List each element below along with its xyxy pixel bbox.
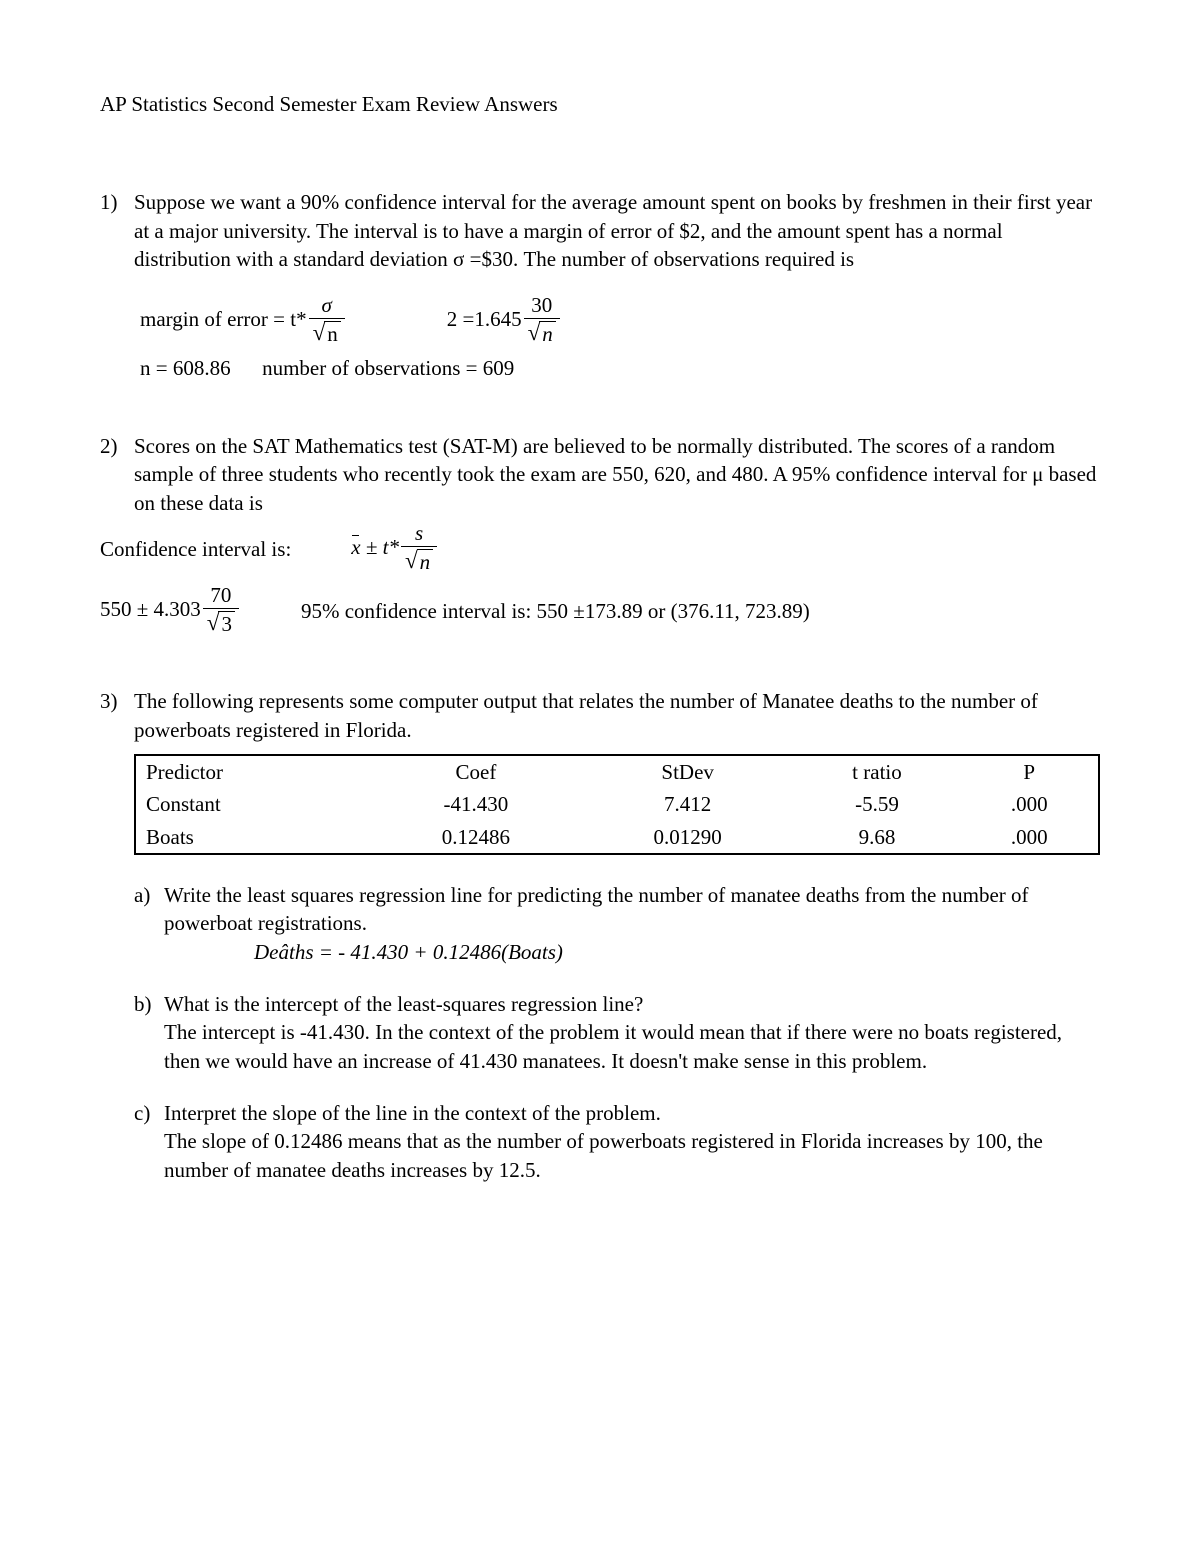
q2-calc: 550 ± 4.303 70 √3 [100, 585, 241, 637]
col-p: P [960, 755, 1099, 788]
col-coef: Coef [370, 755, 582, 788]
col-predictor: Predictor [135, 755, 370, 788]
table-row: Constant -41.430 7.412 -5.59 .000 [135, 788, 1099, 820]
q2-text: Scores on the SAT Mathematics test (SAT-… [134, 432, 1100, 517]
q1-eq1: margin of error = t* σ √n [140, 295, 347, 347]
regression-table: Predictor Coef StDev t ratio P Constant … [134, 754, 1100, 855]
q3a: a) Write the least squares regression li… [134, 881, 1100, 966]
q2-ci-formula: x ± t* s √n [351, 523, 439, 575]
q3a-question: Write the least squares regression line … [164, 881, 1100, 938]
q2-result: 95% confidence interval is: 550 ±173.89 … [301, 597, 810, 625]
q3a-equation: Deâths = - 41.430 + 0.12486(Boats) [254, 938, 1100, 966]
q1-number: 1) [100, 188, 134, 273]
q3b: b) What is the intercept of the least-sq… [134, 990, 1100, 1075]
q3c: c) Interpret the slope of the line in th… [134, 1099, 1100, 1184]
q3c-question: Interpret the slope of the line in the c… [164, 1099, 1100, 1127]
q2-ci-label: Confidence interval is: [100, 535, 291, 563]
table-header-row: Predictor Coef StDev t ratio P [135, 755, 1099, 788]
col-stdev: StDev [582, 755, 794, 788]
page-title: AP Statistics Second Semester Exam Revie… [100, 90, 1100, 118]
question-2: 2) Scores on the SAT Mathematics test (S… [100, 432, 1100, 637]
q3-number: 3) [100, 687, 134, 1208]
q3b-answer: The intercept is -41.430. In the context… [164, 1018, 1100, 1075]
q3-text: The following represents some computer o… [134, 687, 1100, 744]
q3c-answer: The slope of 0.12486 means that as the n… [164, 1127, 1100, 1184]
table-row: Boats 0.12486 0.01290 9.68 .000 [135, 821, 1099, 854]
q1-text: Suppose we want a 90% confidence interva… [134, 188, 1100, 273]
q1-eq2: 2 =1.645 30 √n [447, 295, 562, 347]
question-3: 3) The following represents some compute… [100, 687, 1100, 1208]
document-page: AP Statistics Second Semester Exam Revie… [0, 0, 1200, 1553]
q1-math: margin of error = t* σ √n 2 =1.645 30 √n… [140, 295, 1100, 382]
q2-number: 2) [100, 432, 134, 517]
question-1: 1) Suppose we want a 90% confidence inte… [100, 188, 1100, 382]
q3b-question: What is the intercept of the least-squar… [164, 990, 1100, 1018]
q1-line2: n = 608.86 number of observations = 609 [140, 354, 1100, 382]
col-tratio: t ratio [794, 755, 961, 788]
